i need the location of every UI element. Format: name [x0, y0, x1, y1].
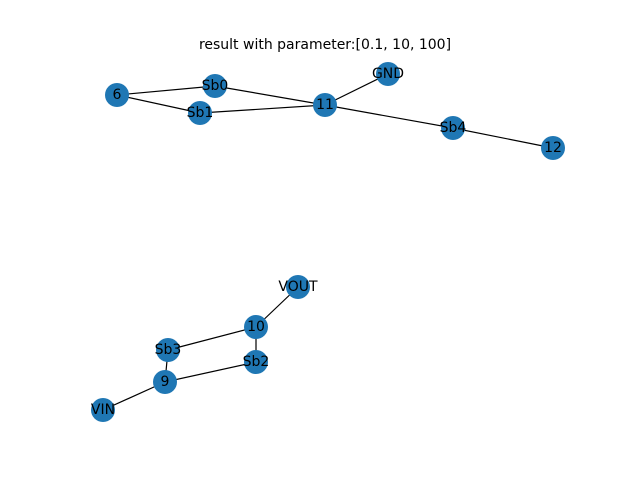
edge-sb0-11 — [214, 85, 326, 106]
node-circle-10 — [244, 315, 268, 339]
graph-title: result with parameter:[0.1, 10, 100] — [199, 37, 451, 53]
node-label-sb4: Sb4 — [440, 120, 467, 136]
node-9: 9 — [153, 370, 177, 394]
edge-sb4-12 — [452, 127, 554, 149]
node-circle-gnd — [376, 62, 400, 86]
node-6: 6 — [105, 83, 129, 107]
edge-11-sb4 — [324, 104, 454, 129]
node-gnd: GND — [372, 62, 404, 86]
node-circle-9 — [153, 370, 177, 394]
node-label-10: 10 — [247, 319, 265, 335]
node-circle-sb2 — [244, 350, 268, 374]
node-label-vin: VIN — [91, 402, 115, 418]
node-label-sb2: Sb2 — [243, 354, 270, 370]
node-circle-sb4 — [441, 116, 465, 140]
node-label-sb0: Sb0 — [202, 78, 229, 94]
edge-10-sb3 — [167, 326, 257, 351]
node-label-9: 9 — [161, 374, 170, 390]
edge-6-sb0 — [116, 85, 216, 96]
node-circle-sb3 — [156, 338, 180, 362]
node-sb4: Sb4 — [440, 116, 467, 140]
node-label-sb3: Sb3 — [155, 342, 182, 358]
node-sb0: Sb0 — [202, 74, 229, 98]
node-label-vout: VOUT — [278, 279, 318, 295]
node-circle-vout — [286, 275, 310, 299]
node-sb3: Sb3 — [155, 338, 182, 362]
nodes-group: 6 Sb0 Sb1 11 GND Sb4 12 VOUT 10 Sb3 Sb2 9 VIN — [91, 62, 565, 422]
node-circle-11 — [313, 93, 337, 117]
node-label-gnd: GND — [372, 66, 404, 82]
node-circle-6 — [105, 83, 129, 107]
node-10: 10 — [244, 315, 268, 339]
node-label-sb1: Sb1 — [187, 105, 214, 121]
node-circle-sb0 — [203, 74, 227, 98]
node-circle-vin — [91, 398, 115, 422]
node-circle-12 — [541, 136, 565, 160]
node-label-6: 6 — [113, 87, 122, 103]
edge-sb1-11 — [199, 104, 326, 114]
node-label-11: 11 — [316, 97, 334, 113]
edge-sb2-9 — [164, 361, 257, 383]
node-sb1: Sb1 — [187, 101, 214, 125]
node-sb2: Sb2 — [243, 350, 270, 374]
node-label-12: 12 — [544, 140, 562, 156]
node-vout: VOUT — [278, 275, 318, 299]
node-12: 12 — [541, 136, 565, 160]
edge-6-sb1 — [116, 94, 201, 114]
node-vin: VIN — [91, 398, 115, 422]
node-circle-sb1 — [188, 101, 212, 125]
node-11: 11 — [313, 93, 337, 117]
